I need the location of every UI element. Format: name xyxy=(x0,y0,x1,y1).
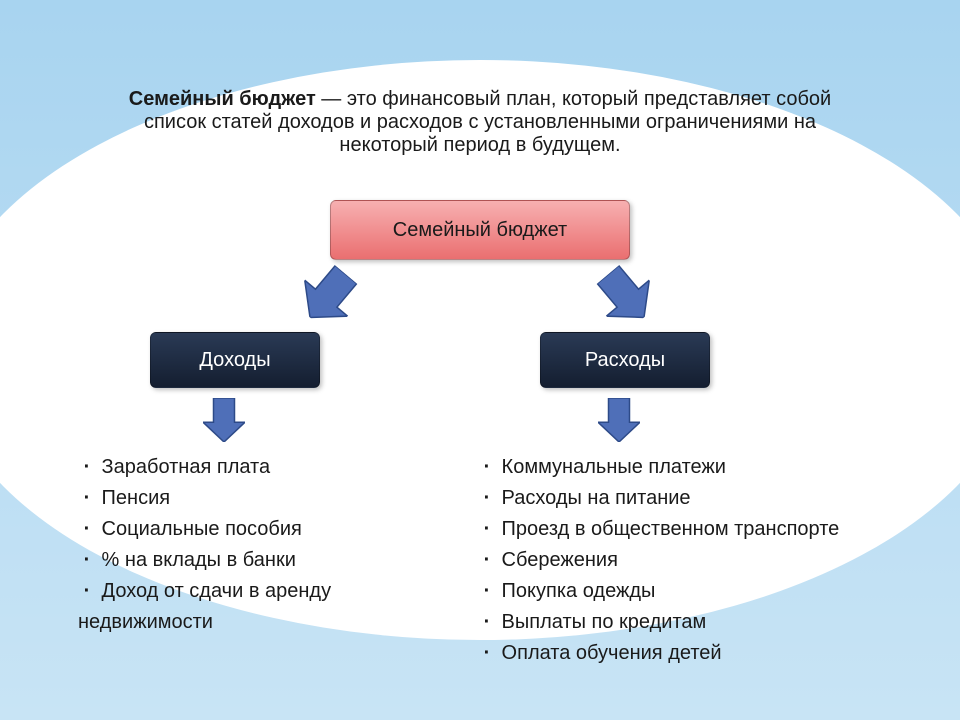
income-list: Заработная плата Пенсия Социальные пособ… xyxy=(78,452,448,638)
list-item: Доход от сдачи в аренду недвижимости xyxy=(78,576,448,638)
list-item: Пенсия xyxy=(78,483,448,514)
arrow-expenses-down xyxy=(598,398,640,442)
list-item: Сбережения xyxy=(478,545,868,576)
expenses-box: Расходы xyxy=(540,332,710,388)
list-item: Выплаты по кредитам xyxy=(478,607,868,638)
income-label: Доходы xyxy=(199,349,270,372)
definition-term: Семейный бюджет xyxy=(129,88,316,110)
list-item: % на вклады в банки xyxy=(78,545,448,576)
root-box: Семейный бюджет xyxy=(330,200,630,260)
expenses-label: Расходы xyxy=(585,349,665,372)
expenses-list: Коммунальные платежи Расходы на питание … xyxy=(478,452,868,669)
root-label: Семейный бюджет xyxy=(393,219,567,242)
list-item: Заработная плата xyxy=(78,452,448,483)
list-item: Коммунальные платежи xyxy=(478,452,868,483)
list-item: Расходы на питание xyxy=(478,483,868,514)
list-item: Проезд в общественном транспорте xyxy=(478,514,868,545)
arrow-income-down xyxy=(203,398,245,442)
income-box: Доходы xyxy=(150,332,320,388)
definition-text: Семейный бюджет — это финансовый план, к… xyxy=(100,88,860,157)
list-item: Покупка одежды xyxy=(478,576,868,607)
list-item: Оплата обучения детей xyxy=(478,638,868,669)
list-item: Социальные пособия xyxy=(78,514,448,545)
